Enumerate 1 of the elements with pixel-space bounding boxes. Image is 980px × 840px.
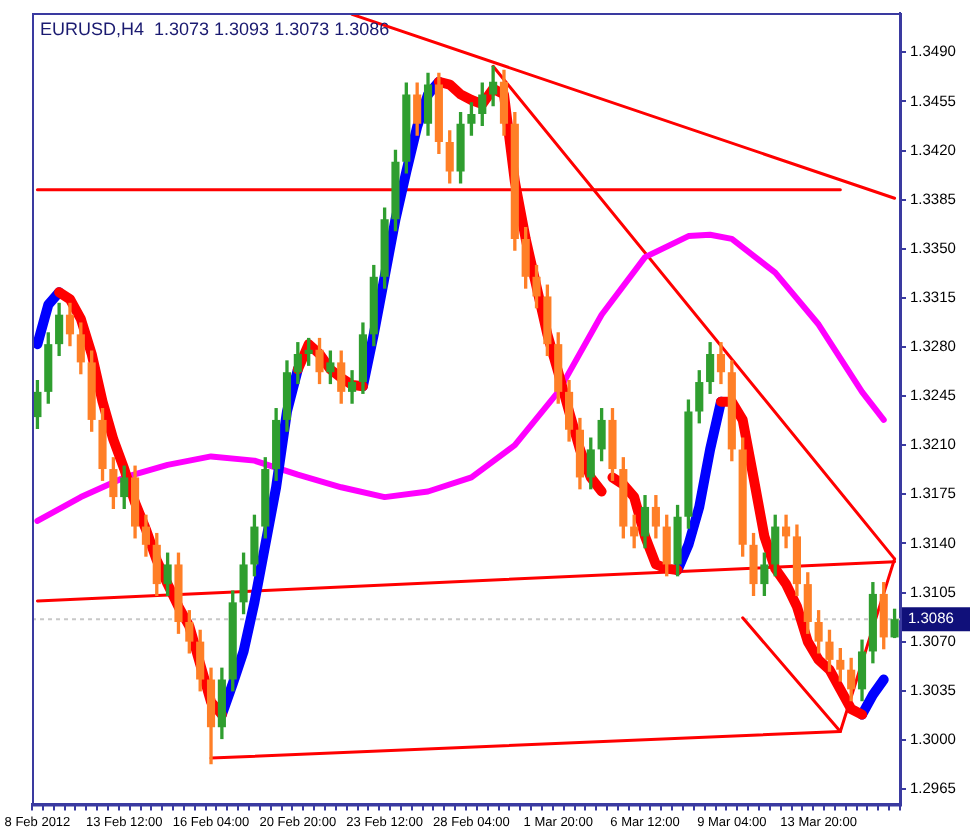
chart-title: EURUSD,H4 1.3073 1.3093 1.3073 1.3086 <box>40 18 390 39</box>
